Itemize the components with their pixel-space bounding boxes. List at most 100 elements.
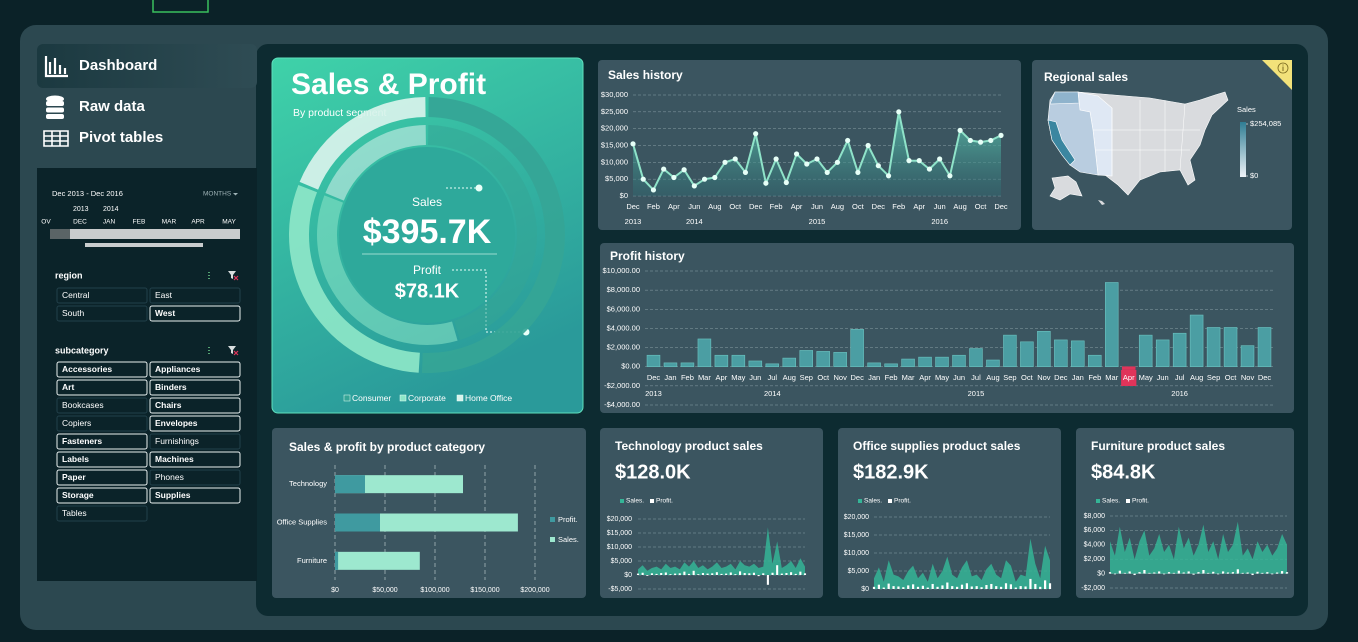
- icon-part: [46, 114, 64, 119]
- slicer-item-label[interactable]: Accessories: [62, 364, 112, 374]
- bar: [663, 362, 678, 368]
- slicer-item-label[interactable]: West: [155, 308, 175, 318]
- slicer-item[interactable]: [149, 361, 241, 378]
- slicer-item-label[interactable]: Tables: [62, 508, 87, 518]
- bar: [790, 572, 793, 575]
- slicer-item[interactable]: [149, 487, 241, 504]
- point: [763, 180, 769, 186]
- bar: [1138, 572, 1141, 574]
- point: [937, 156, 943, 162]
- chart-total: $128.0K: [615, 461, 691, 483]
- nav-item[interactable]: Raw data: [79, 98, 146, 115]
- bar: [902, 587, 905, 589]
- y-tick-label: $10,000: [844, 550, 869, 557]
- slicer-item[interactable]: [149, 433, 241, 450]
- bar: [1276, 572, 1279, 574]
- slicer-item[interactable]: [56, 505, 148, 522]
- x-group-label: 2013: [625, 217, 642, 226]
- x-tick-label: Aug: [708, 202, 721, 211]
- point: [977, 139, 984, 145]
- bar: [780, 573, 783, 575]
- bar: [715, 572, 718, 575]
- icon-part: [46, 95, 64, 103]
- slicer-item[interactable]: [56, 397, 148, 414]
- slicer-item-label[interactable]: Appliances: [155, 364, 201, 374]
- bar: [1118, 570, 1121, 574]
- bar: [641, 572, 644, 575]
- x-tick-label: Oct: [1021, 373, 1034, 382]
- legend-swatch: [550, 517, 555, 522]
- slicer-item-label[interactable]: East: [155, 290, 173, 300]
- slicer-item-label[interactable]: Supplies: [155, 490, 191, 500]
- bar: [1004, 583, 1008, 589]
- legend-swatch: [888, 499, 892, 503]
- nav-item[interactable]: Pivot tables: [79, 129, 163, 146]
- slicer-item-label[interactable]: Storage: [62, 490, 94, 500]
- colorscale-label: $0: [1250, 171, 1258, 180]
- slicer-item[interactable]: [56, 361, 148, 378]
- slicer-item[interactable]: [149, 305, 241, 322]
- bar: [986, 359, 1000, 368]
- bar: [646, 575, 649, 576]
- slicer-item[interactable]: [56, 433, 148, 450]
- point: [906, 158, 912, 164]
- bar: [1246, 572, 1249, 574]
- slicer-item[interactable]: [56, 305, 148, 322]
- y-tick-label: $5,000: [848, 568, 870, 575]
- x-tick-label: Oct: [975, 202, 988, 211]
- y-tick-label: $30,000: [601, 90, 628, 99]
- slicer-item-label[interactable]: Phones: [155, 472, 184, 482]
- timeline-unit[interactable]: MONTHS: [203, 191, 232, 198]
- y-tick-label: $6,000.00: [607, 304, 640, 313]
- map-hawaii: [1098, 200, 1105, 205]
- chart-total: $182.9K: [853, 461, 929, 483]
- info-badge[interactable]: [1262, 60, 1292, 90]
- bar: [833, 352, 847, 368]
- slicer-item[interactable]: [56, 415, 148, 432]
- y-tick-label: $20,000: [607, 516, 632, 523]
- nav-item[interactable]: Dashboard: [79, 57, 157, 74]
- slicer-item-label[interactable]: Furnishings: [155, 436, 199, 446]
- slicer-item-label[interactable]: Central: [62, 290, 90, 300]
- slicer-item-label[interactable]: Binders: [155, 382, 187, 392]
- x-tick-label: Dec: [850, 373, 864, 382]
- bar: [990, 583, 993, 589]
- x-tick-label: Jan: [1072, 373, 1084, 382]
- slicer-item[interactable]: [56, 451, 148, 468]
- timeline[interactable]: Dec 2013 - Dec 2016 MONTHS 2013 2014 OV D…: [41, 189, 240, 247]
- slicer-item-label[interactable]: Copiers: [62, 418, 91, 428]
- bar: [1158, 571, 1161, 574]
- point: [988, 137, 994, 144]
- bar: [1113, 573, 1117, 575]
- slicer-item-label[interactable]: Fasteners: [62, 436, 102, 446]
- slicer-item[interactable]: [56, 287, 148, 304]
- slicer-item[interactable]: [149, 415, 241, 432]
- bar: [1221, 571, 1225, 574]
- slicer-item-label[interactable]: Chairs: [155, 400, 182, 410]
- x-tick-label: Aug: [953, 202, 966, 211]
- slicer-item[interactable]: [149, 287, 241, 304]
- slicer-item-label[interactable]: Art: [62, 382, 74, 392]
- bar: [1128, 571, 1131, 574]
- slicer-item-label[interactable]: Bookcases: [62, 400, 104, 410]
- slicer-item-label[interactable]: Paper: [62, 472, 86, 482]
- slicer-item-label[interactable]: Labels: [62, 454, 89, 464]
- slicer-item-label[interactable]: Envelopes: [155, 418, 198, 428]
- slicer-item[interactable]: [149, 451, 241, 468]
- slicer-item[interactable]: [149, 379, 241, 396]
- bar: [711, 573, 714, 575]
- x-tick-label: Jan: [664, 373, 676, 382]
- slicer-item[interactable]: [56, 379, 148, 396]
- timeline-scrollbar[interactable]: [85, 243, 203, 247]
- x-tick-label: Feb: [681, 373, 694, 382]
- slicer-item[interactable]: [56, 487, 148, 504]
- slicer-item[interactable]: [56, 469, 148, 486]
- slicer-item[interactable]: [149, 397, 241, 414]
- point: [722, 159, 728, 165]
- slicer-item-label[interactable]: South: [62, 308, 84, 318]
- bar: [1207, 572, 1210, 574]
- slicer-item[interactable]: [149, 469, 241, 486]
- x-tick-label: Dec: [749, 202, 763, 211]
- legend-label: Consumer: [352, 393, 391, 403]
- slicer-item-label[interactable]: Machines: [155, 454, 194, 464]
